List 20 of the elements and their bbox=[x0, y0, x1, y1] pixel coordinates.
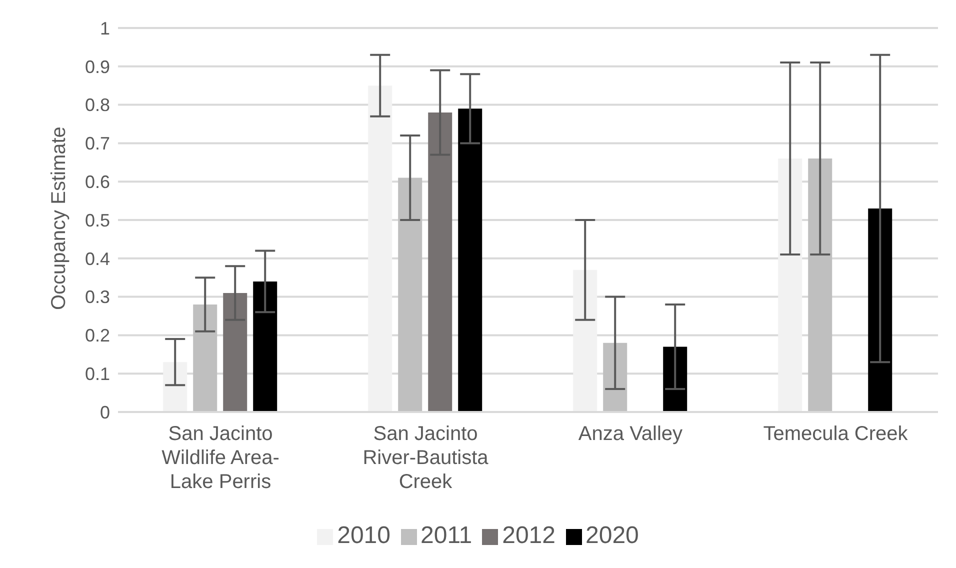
y-tick-label: 0.6 bbox=[84, 172, 110, 192]
y-tick-label: 0.8 bbox=[84, 95, 110, 116]
legend-label: 2012 bbox=[502, 522, 556, 549]
x-tick-label: San Jacinto Wildlife Area-Lake Perris bbox=[162, 423, 280, 493]
legend-label: 2011 bbox=[420, 522, 472, 549]
x-tick-label: Anza Valley bbox=[578, 423, 683, 445]
y-tick-label: 0 bbox=[100, 402, 110, 422]
x-tick-label: San Jacinto River-Bautista Creek bbox=[362, 423, 490, 493]
y-tick-label: 0.1 bbox=[84, 364, 110, 384]
y-tick-label: 0.3 bbox=[84, 287, 110, 308]
y-axis-title: Occupancy Estimate bbox=[48, 126, 70, 310]
y-tick-label: 0.2 bbox=[84, 326, 110, 346]
legend-label: 2020 bbox=[586, 522, 639, 549]
y-tick-label: 0.4 bbox=[84, 248, 110, 269]
y-tick-label: 0.7 bbox=[84, 134, 110, 154]
legend-label: 2010 bbox=[337, 522, 390, 549]
x-tick-label: Temecula Creek bbox=[763, 423, 909, 445]
y-tick-label: 0.5 bbox=[84, 210, 110, 230]
y-tick-label: 1 bbox=[100, 18, 110, 38]
y-tick-label: 0.9 bbox=[84, 56, 110, 77]
